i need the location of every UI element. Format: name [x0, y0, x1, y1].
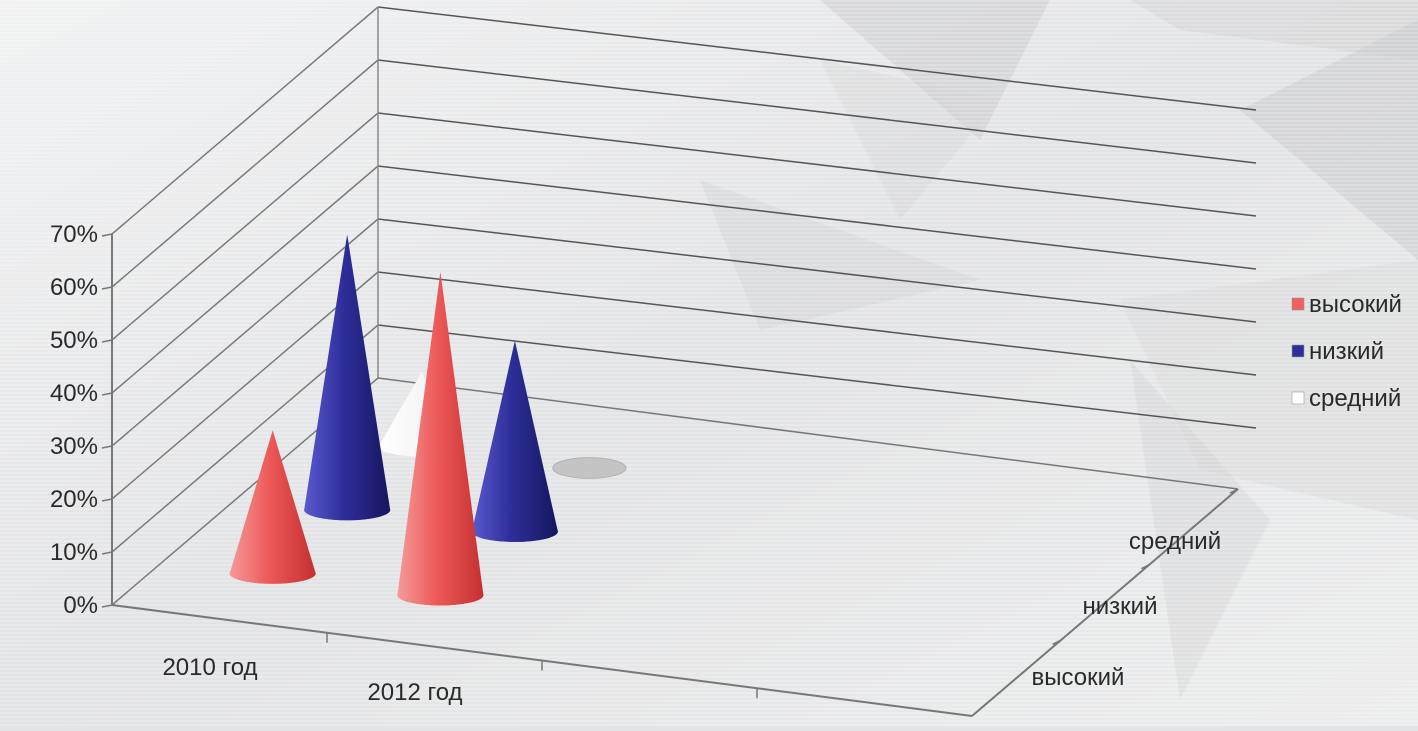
- side-gridline: [111, 271, 379, 500]
- legend: высокий низкий средний: [1291, 291, 1402, 412]
- y-axis-ticks: 0% 10% 20% 30% 40% 50% 60% 70%: [50, 221, 113, 619]
- y-tick-mark: [101, 604, 113, 608]
- cone-низкий-2012 год: [471, 340, 558, 542]
- back-gridline: [377, 112, 1257, 217]
- cone-высокий-2010 год: [229, 430, 316, 584]
- y-tick-mark: [101, 551, 113, 555]
- depth-axis-labels: высокий низкий средний: [1032, 528, 1222, 691]
- cone-средний-2012 год: [552, 457, 627, 479]
- side-gridline: [111, 6, 379, 235]
- y-tick-mark: [101, 339, 113, 343]
- back-gridline: [377, 271, 1257, 376]
- cone-низкий-2010 год: [304, 234, 391, 521]
- back-gridline: [377, 165, 1257, 270]
- y-tick-mark: [101, 286, 113, 290]
- y-tick-label: 40%: [50, 380, 98, 407]
- depth-axis-label: высокий: [1032, 664, 1125, 691]
- y-tick-label: 50%: [50, 327, 98, 354]
- side-gridline: [111, 112, 379, 341]
- back-gridline: [377, 324, 1257, 429]
- y-tick-label: 20%: [50, 486, 98, 513]
- x-category-label: 2012 год: [367, 679, 462, 706]
- y-tick-label: 0%: [63, 592, 98, 619]
- legend-swatch: [1291, 297, 1305, 311]
- y-tick-label: 30%: [50, 433, 98, 460]
- legend-swatch: [1291, 344, 1305, 358]
- depth-axis: [971, 488, 1239, 717]
- side-gridline: [111, 218, 379, 447]
- side-gridline: [111, 165, 379, 394]
- y-tick-mark: [101, 445, 113, 449]
- depth-tick-mark: [1140, 563, 1150, 570]
- y-tick-label: 70%: [50, 221, 98, 248]
- back-gridline: [377, 6, 1257, 111]
- depth-axis-label: средний: [1129, 528, 1221, 555]
- x-axis-labels: 2010 год 2012 год: [162, 654, 462, 706]
- depth-axis-label: низкий: [1083, 593, 1158, 620]
- y-tick-mark: [101, 498, 113, 502]
- gridlines: [111, 6, 1257, 606]
- legend-item-label: высокий: [1309, 291, 1402, 318]
- cone-body: [229, 430, 316, 584]
- y-tick-label: 10%: [50, 539, 98, 566]
- cone-body: [304, 234, 391, 521]
- cone-body: [471, 340, 558, 542]
- cones: [229, 234, 627, 606]
- y-tick-label: 60%: [50, 274, 98, 301]
- y-tick-mark: [101, 392, 113, 396]
- legend-item-label: низкий: [1309, 338, 1384, 365]
- depth-tick-mark: [1052, 639, 1062, 646]
- x-category-label: 2010 год: [162, 654, 257, 681]
- cone-высокий-2012 год: [397, 271, 484, 606]
- legend-swatch: [1291, 391, 1305, 405]
- depth-tick-mark: [1229, 488, 1239, 494]
- y-tick-mark: [101, 233, 113, 237]
- back-gridline: [377, 59, 1257, 164]
- cone-body: [397, 271, 484, 606]
- side-gridline: [111, 59, 379, 288]
- legend-item-label: средний: [1309, 385, 1401, 412]
- back-gridline: [377, 218, 1257, 323]
